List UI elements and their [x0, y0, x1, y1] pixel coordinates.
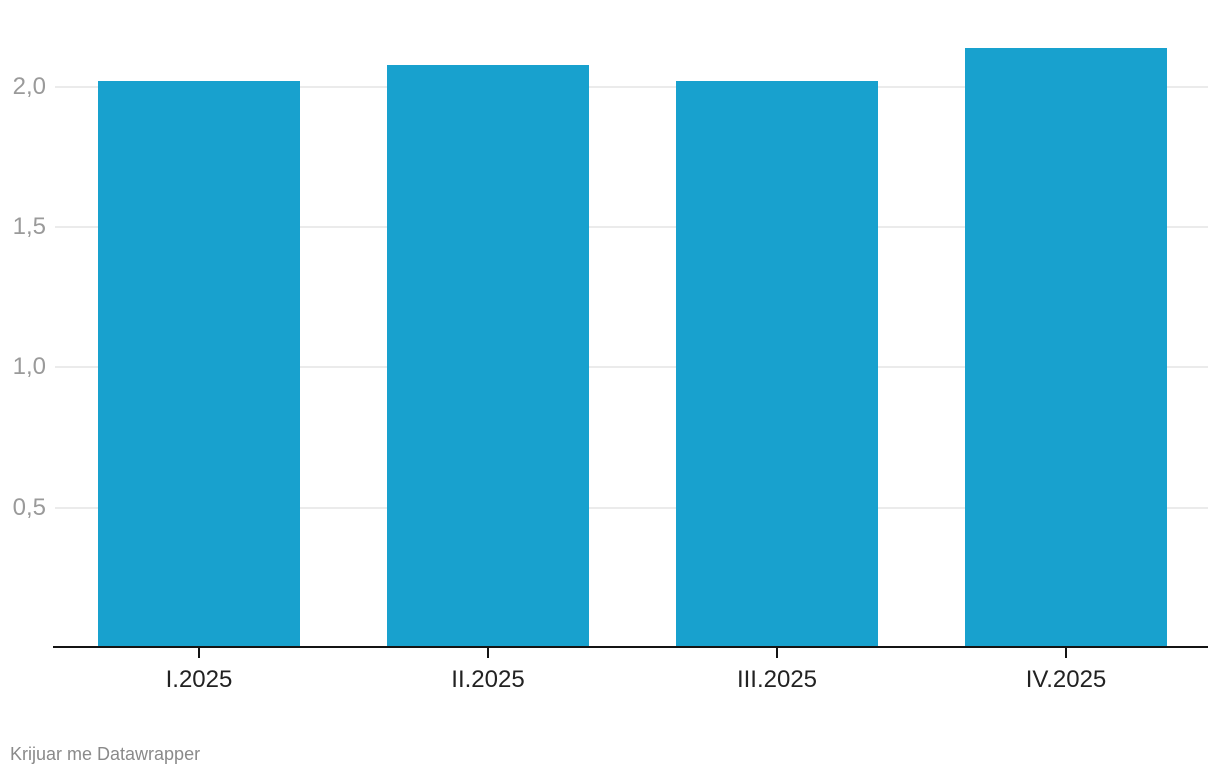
gridline-y-0,5: [55, 507, 1208, 509]
x-axis-tick: [487, 648, 489, 658]
x-axis-tick: [198, 648, 200, 658]
x-axis-tick-label: III.2025: [736, 666, 818, 693]
x-axis-tick-label: I.2025: [165, 666, 233, 693]
datawrapper-attribution-link[interactable]: Krijuar me Datawrapper: [10, 744, 201, 764]
y-axis-tick-label: 2,0: [12, 73, 46, 100]
bar-III.2025: [676, 81, 878, 648]
bar-II.2025: [387, 65, 589, 648]
gridline-y-1,5: [55, 226, 1208, 228]
bar-IV.2025: [965, 48, 1167, 648]
x-axis-tick-label: II.2025: [451, 666, 525, 693]
x-axis-tick-label: IV.2025: [1025, 666, 1107, 693]
bar-I.2025: [98, 81, 300, 648]
y-axis-tick-label: 0,5: [12, 494, 46, 521]
gridline-y-2,0: [55, 86, 1208, 88]
gridline-y-1,0: [55, 366, 1208, 368]
y-axis-tick-label: 1,0: [12, 353, 46, 380]
x-axis-tick: [1065, 648, 1067, 658]
x-axis-tick: [776, 648, 778, 658]
x-axis-line: [53, 646, 1208, 648]
y-axis-tick-label: 1,5: [12, 213, 46, 240]
